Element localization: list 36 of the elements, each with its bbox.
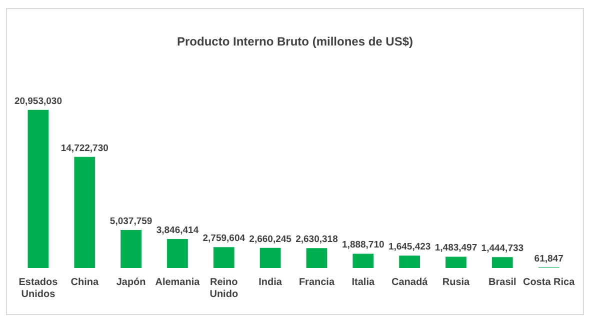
data-label: 1,645,423 [388, 241, 431, 252]
bar [74, 156, 96, 268]
bar [260, 248, 281, 268]
bar [120, 230, 142, 268]
data-label: 20,953,030 [14, 96, 62, 107]
x-tick-label: Reino Unido [210, 276, 238, 300]
data-label: 2,660,245 [249, 234, 292, 245]
bar [352, 254, 374, 268]
bar [213, 247, 234, 268]
bar [399, 256, 420, 268]
data-label: 2,630,318 [296, 234, 338, 246]
data-label: 1,888,710 [342, 240, 384, 251]
data-label: 61,847 [534, 253, 564, 264]
x-tick-label: Alemania [155, 276, 200, 288]
bar [28, 110, 49, 268]
bar [492, 257, 513, 268]
data-label: 2,759,604 [202, 233, 246, 244]
x-tick-label: Canadá [392, 276, 428, 288]
data-label: 5,037,759 [110, 216, 152, 227]
data-label: 14,722,730 [60, 142, 108, 154]
x-tick-label: Japón [116, 276, 146, 288]
chart-title: Producto Interno Bruto (millones de US$) [176, 34, 414, 49]
bar [167, 238, 188, 268]
x-tick-label: China [70, 276, 99, 288]
x-tick-label: Costa Rica [522, 276, 576, 288]
x-tick-label: Francia [298, 276, 335, 288]
bar [306, 248, 328, 268]
data-label: 3,846,414 [156, 224, 200, 236]
data-label: 1,444,733 [481, 242, 524, 254]
x-tick-label: Brasil [488, 276, 517, 288]
data-label: 1,483,497 [434, 242, 478, 254]
x-tick-label: Estados Unidos [18, 276, 58, 300]
x-tick-label: India [258, 276, 282, 288]
bar [446, 256, 466, 268]
x-tick-label: Italia [352, 276, 375, 288]
x-tick-label: Rusia [442, 276, 470, 288]
